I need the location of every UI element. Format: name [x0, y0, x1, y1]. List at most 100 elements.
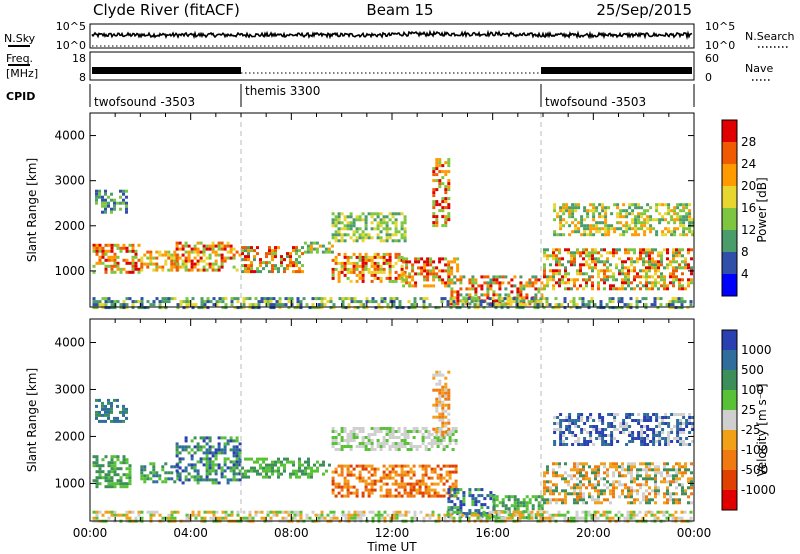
heatmap-cell [349, 236, 353, 240]
heatmap-cell [203, 306, 207, 310]
heatmap-cell [651, 281, 654, 285]
heatmap-cell [223, 244, 227, 248]
heatmap-cell [187, 478, 191, 482]
heatmap-cell [567, 281, 570, 285]
heatmap-cell [158, 300, 162, 304]
heatmap-cell [101, 513, 105, 517]
heatmap-cell [196, 448, 200, 452]
heatmap-cell [309, 241, 313, 245]
heatmap-cell [672, 272, 675, 276]
heatmap-cell [98, 189, 101, 193]
heatmap-cell [427, 433, 431, 436]
heatmap-cell [190, 463, 194, 467]
heatmap-cell [370, 448, 374, 451]
heatmap-cell [394, 473, 398, 477]
heatmap-cell [657, 275, 660, 279]
heatmap-cell [358, 270, 362, 274]
heatmap-cell [609, 251, 612, 255]
heatmap-cell [388, 258, 392, 262]
heatmap-cell [113, 473, 117, 477]
heatmap-cell [286, 460, 289, 464]
heatmap-cell [444, 397, 448, 401]
heatmap-cell [453, 257, 457, 261]
heatmap-cell [495, 498, 499, 502]
heatmap-cell [247, 469, 250, 473]
heatmap-cell [571, 215, 575, 219]
heatmap-cell [418, 445, 422, 448]
heatmap-cell [580, 233, 584, 237]
heatmap-cell [110, 461, 114, 465]
heatmap-cell [615, 263, 618, 267]
heatmap-cell [248, 516, 252, 520]
heatmap-cell [444, 197, 448, 201]
heatmap-cell [648, 260, 651, 264]
heatmap-cell [107, 464, 111, 468]
heatmap-cell [486, 293, 490, 297]
heatmap-cell [564, 495, 567, 499]
heatmap-cell [397, 448, 401, 451]
heatmap-cell [435, 215, 439, 219]
heatmap-cell [271, 469, 274, 473]
heatmap-cell [675, 501, 678, 505]
heatmap-cell [649, 416, 653, 419]
heatmap-cell [594, 471, 597, 475]
heatmap-cell [590, 297, 594, 301]
heatmap-cell [507, 293, 511, 297]
heatmap-cell [158, 306, 162, 310]
heatmap-cell [432, 167, 436, 171]
heatmap-cell [346, 261, 350, 265]
heatmap-cell [364, 267, 368, 271]
heatmap-cell [208, 469, 212, 473]
heatmap-cell [651, 468, 654, 472]
heatmap-cell [235, 250, 239, 254]
heatmap-cell [346, 491, 350, 495]
heatmap-cell [196, 241, 200, 245]
heatmap-cell [370, 491, 374, 495]
heatmap-cell [331, 267, 335, 271]
heatmap-cell [322, 463, 325, 467]
heatmap-cell [358, 218, 362, 222]
heatmap-cell [352, 239, 356, 243]
heatmap-cell [217, 247, 221, 251]
heatmap-cell [220, 472, 224, 476]
heatmap-cell [376, 255, 380, 259]
heatmap-cell [337, 279, 341, 283]
heatmap-cell [540, 507, 544, 511]
heatmap-cell [632, 516, 636, 520]
heatmap-cell [110, 479, 114, 483]
heatmap-cell [673, 218, 677, 222]
heatmap-cell [441, 403, 445, 407]
heatmap-cell [196, 460, 200, 464]
heatmap-cell [343, 218, 347, 222]
heatmap-cell [265, 252, 268, 256]
heatmap-cell [385, 215, 389, 219]
heatmap-cell [456, 296, 460, 300]
heatmap-cell [104, 267, 108, 271]
heatmap-cell [196, 259, 200, 263]
heatmap-cell [223, 463, 227, 467]
heatmap-cell [606, 486, 609, 490]
heatmap-cell [598, 416, 602, 419]
heatmap-cell [459, 275, 463, 279]
heatmap-cell [594, 477, 597, 481]
heatmap-cell [641, 297, 645, 301]
heatmap-cell [660, 254, 663, 258]
heatmap-cell [450, 506, 454, 510]
heatmap-cell [543, 266, 546, 270]
heatmap-cell [682, 428, 686, 431]
heatmap-cell [458, 306, 462, 310]
heatmap-cell [380, 300, 384, 304]
heatmap-cell [644, 297, 648, 301]
heatmap-cell [489, 281, 493, 285]
heatmap-cell [394, 488, 398, 492]
heatmap-cell [483, 275, 487, 279]
heatmap-cell [545, 303, 549, 307]
heatmap-cell [394, 221, 398, 225]
heatmap-cell [205, 244, 209, 248]
heatmap-cell [370, 442, 374, 445]
heatmap-cell [271, 267, 274, 271]
heatmap-cell [627, 278, 630, 282]
heatmap-cell [658, 443, 662, 446]
heatmap-cell [663, 281, 666, 285]
heatmap-cell [601, 209, 605, 213]
